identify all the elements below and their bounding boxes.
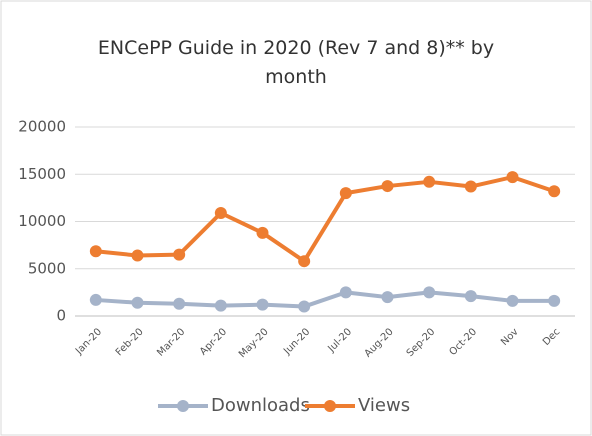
data-point xyxy=(173,248,186,261)
data-point xyxy=(298,300,311,313)
data-point xyxy=(548,185,561,198)
data-point xyxy=(89,245,102,258)
y-tick-label: 0 xyxy=(56,307,66,325)
data-point xyxy=(339,286,352,299)
legend-marker xyxy=(177,400,189,412)
data-point xyxy=(131,296,144,309)
data-point xyxy=(339,187,352,200)
data-point xyxy=(256,226,269,239)
data-point xyxy=(506,171,519,184)
series-line xyxy=(95,175,555,264)
data-point xyxy=(423,175,436,188)
data-point xyxy=(214,206,227,219)
data-point xyxy=(506,294,519,307)
chart-title: ENCePP Guide in 2020 (Rev 7 and 8)** by … xyxy=(97,37,495,88)
data-point xyxy=(464,180,477,193)
data-point xyxy=(131,249,144,262)
data-point xyxy=(256,298,269,311)
data-point xyxy=(298,255,311,268)
legend-label: Views xyxy=(358,395,410,416)
data-point xyxy=(381,291,394,304)
data-point xyxy=(214,299,227,312)
legend-label: Downloads xyxy=(211,395,310,416)
series-line xyxy=(95,290,555,309)
y-tick-label: 20000 xyxy=(18,118,66,136)
legend-marker xyxy=(324,400,336,412)
data-point xyxy=(548,294,561,307)
data-point xyxy=(423,286,436,299)
data-point xyxy=(173,297,186,310)
y-tick-label: 5000 xyxy=(28,259,66,277)
data-point xyxy=(464,290,477,303)
y-tick-label: 15000 xyxy=(18,165,66,183)
data-point xyxy=(381,180,394,193)
y-tick-label: 10000 xyxy=(18,212,66,230)
data-point xyxy=(89,293,102,306)
